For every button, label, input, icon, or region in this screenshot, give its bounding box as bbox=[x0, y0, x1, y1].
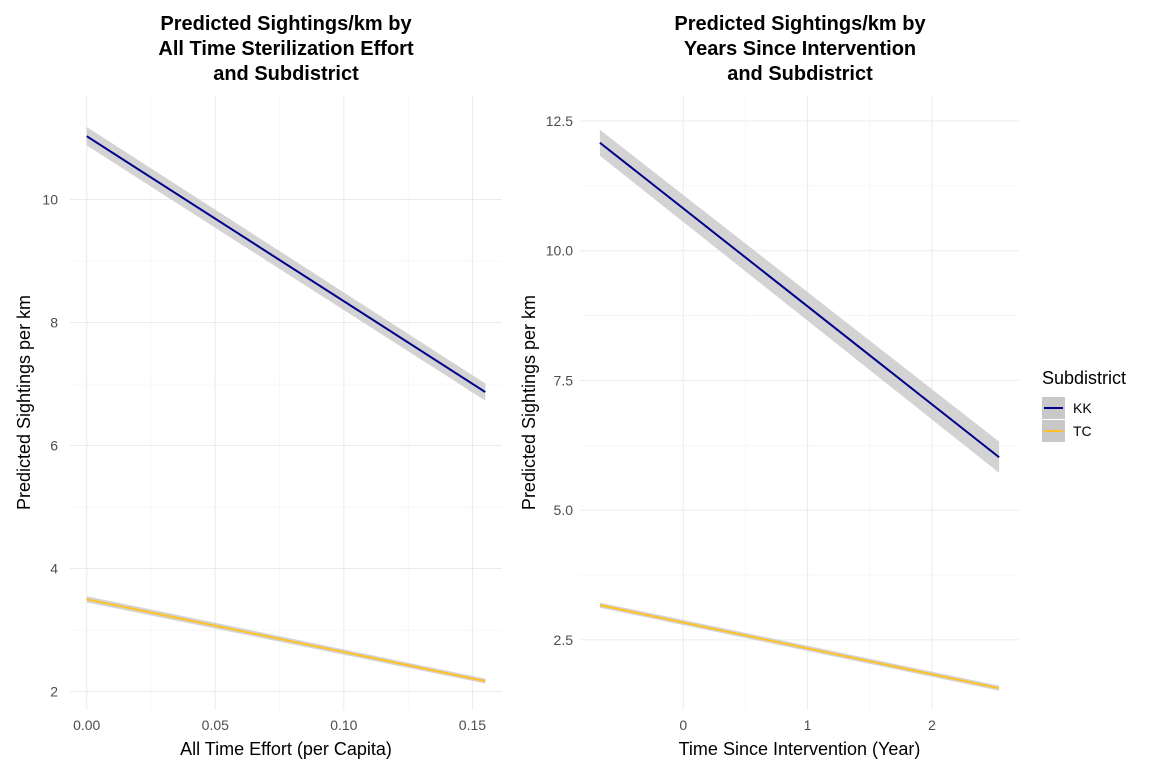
y-tick-label: 6 bbox=[50, 438, 58, 454]
legend-label-KK: KK bbox=[1073, 400, 1092, 416]
series-line-TC bbox=[86, 598, 486, 683]
legend-label-TC: TC bbox=[1073, 423, 1092, 439]
chart-title-left: Predicted Sightings/km by All Time Steri… bbox=[158, 13, 414, 85]
chart-panel-2: 0 1 2 2.5 5.0 7.5 10.0 12.5 Time Since Intervent… bbox=[519, 95, 1019, 759]
x-tick-label: 0 bbox=[679, 717, 687, 733]
y-tick-label: 7.5 bbox=[554, 372, 574, 388]
x-tick-label: 0.00 bbox=[73, 717, 100, 733]
y-axis-title: Predicted Sightings per km bbox=[14, 295, 34, 510]
x-axis-title: Time Since Intervention (Year) bbox=[679, 739, 921, 759]
series-line-KK bbox=[599, 141, 1000, 459]
y-tick-label: 5.0 bbox=[554, 502, 574, 518]
confidence-ribbon-KK bbox=[599, 129, 1000, 473]
legend-title: Subdistrict bbox=[1042, 368, 1126, 388]
y-tick-label: 2 bbox=[50, 684, 58, 700]
chart-title-right: Predicted Sightings/km by Years Since In… bbox=[674, 13, 926, 85]
x-tick-label: 0.10 bbox=[330, 717, 357, 733]
x-tick-label: 0.15 bbox=[459, 717, 486, 733]
x-tick-label: 0.05 bbox=[202, 717, 229, 733]
y-tick-label: 10 bbox=[42, 192, 58, 208]
x-axis-title: All Time Effort (per Capita) bbox=[180, 739, 392, 759]
y-tick-label: 8 bbox=[50, 315, 58, 331]
y-tick-label: 10.0 bbox=[546, 243, 573, 259]
chart-panel-1: 0.00 0.05 0.10 0.15 2 4 6 8 10 All Time Effort (p… bbox=[14, 95, 502, 759]
series-line-TC bbox=[599, 604, 1000, 690]
y-tick-label: 4 bbox=[50, 561, 58, 577]
y-tick-label: 12.5 bbox=[546, 113, 573, 129]
legend: Subdistrict KK TC bbox=[1042, 368, 1126, 442]
series-line-KK bbox=[86, 135, 486, 393]
x-tick-label: 1 bbox=[804, 717, 812, 733]
x-tick-label: 2 bbox=[928, 717, 936, 733]
y-axis-title: Predicted Sightings per km bbox=[519, 295, 539, 510]
y-tick-label: 2.5 bbox=[554, 632, 574, 648]
